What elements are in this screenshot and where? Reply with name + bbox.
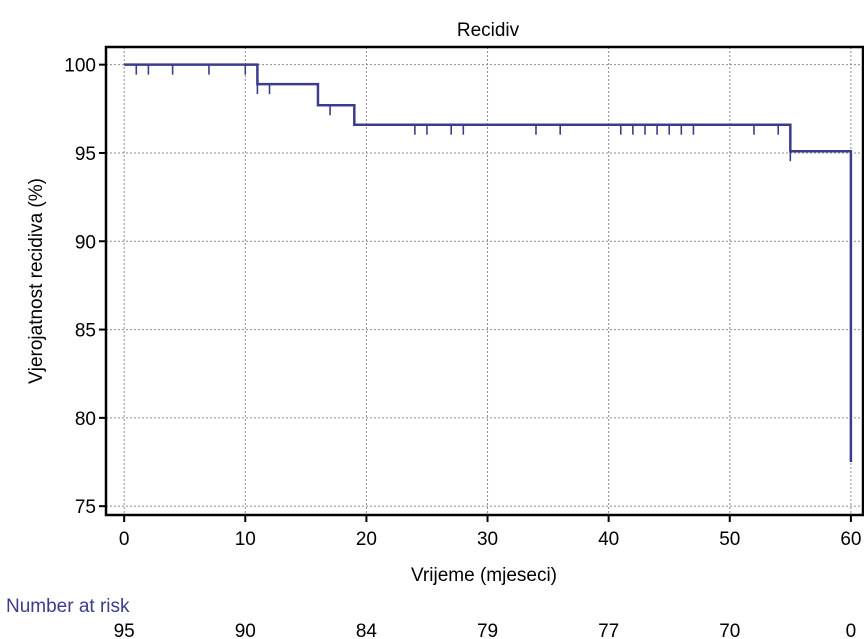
y-tick-label: 85 bbox=[75, 321, 96, 342]
y-axis-ticks: 75 80 85 90 95 100 bbox=[64, 56, 106, 518]
x-tick-label: 60 bbox=[840, 529, 861, 550]
risk-count: 70 bbox=[719, 621, 740, 639]
y-tick-label: 75 bbox=[75, 497, 96, 518]
y-axis-label: Vjerojatnost recidiva (%) bbox=[26, 178, 47, 384]
risk-count: 90 bbox=[235, 621, 256, 639]
y-tick-label: 100 bbox=[64, 56, 96, 77]
number-at-risk-values: 95 90 84 79 77 70 0 bbox=[114, 621, 857, 639]
chart-title: Recidiv bbox=[457, 20, 520, 41]
x-tick-label: 30 bbox=[477, 529, 498, 550]
survival-curve bbox=[124, 63, 853, 463]
grid bbox=[106, 47, 863, 515]
x-tick-label: 20 bbox=[356, 529, 377, 550]
risk-count: 95 bbox=[114, 621, 135, 639]
x-axis-ticks: 0 10 20 30 40 50 60 bbox=[119, 515, 861, 550]
x-tick-label: 0 bbox=[119, 529, 130, 550]
x-tick-label: 50 bbox=[719, 529, 740, 550]
risk-count: 79 bbox=[477, 621, 498, 639]
risk-count: 84 bbox=[356, 621, 378, 639]
y-tick-label: 95 bbox=[75, 144, 96, 165]
x-axis-label: Vrijeme (mjeseci) bbox=[411, 565, 557, 586]
censor-marks bbox=[135, 64, 792, 162]
risk-count: 77 bbox=[598, 621, 619, 639]
y-tick-label: 90 bbox=[75, 232, 96, 253]
survival-step-line bbox=[124, 63, 853, 463]
risk-count: 0 bbox=[846, 621, 857, 639]
x-tick-label: 40 bbox=[598, 529, 619, 550]
x-tick-label: 10 bbox=[235, 529, 256, 550]
plot-frame bbox=[104, 45, 864, 517]
number-at-risk-label: Number at risk bbox=[6, 596, 130, 617]
y-tick-label: 80 bbox=[75, 409, 96, 430]
